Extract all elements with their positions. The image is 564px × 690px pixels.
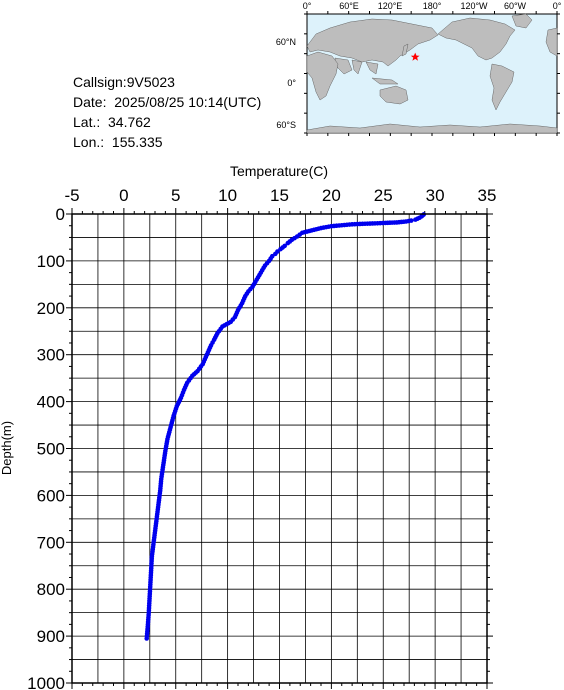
x-tick-label: -5 — [64, 186, 79, 205]
data-point — [285, 240, 291, 246]
data-point — [413, 217, 418, 222]
x-tick-label: 20 — [322, 186, 341, 205]
x-tick-labels: -5 0 5 10 15 20 25 30 35 — [64, 186, 496, 205]
y-tick-label: 600 — [37, 486, 65, 505]
latitude-text: Lat.: 34.762 — [73, 114, 151, 130]
data-series — [144, 212, 427, 641]
chart-title: Temperature(C) — [230, 163, 328, 179]
chart-grid — [71, 213, 488, 684]
callsign-text: Callsign:9V5023 — [73, 74, 175, 90]
longitude-text: Lon.: 155.335 — [73, 134, 163, 150]
y-tick-label: 800 — [37, 580, 65, 599]
y-tick-label: 700 — [37, 533, 65, 552]
x-tick-label: 35 — [478, 186, 497, 205]
plot-frame — [71, 213, 488, 684]
x-tick-label: 15 — [270, 186, 289, 205]
y-tick-label: 1000 — [27, 674, 65, 690]
x-tick-label: 0 — [119, 186, 128, 205]
x-tick-label: 25 — [374, 186, 393, 205]
date-text: Date: 2025/08/25 10:14(UTC) — [73, 94, 262, 110]
x-tick-label: 10 — [218, 186, 237, 205]
y-axis-label: Depth(m) — [0, 421, 14, 475]
y-tick-label: 400 — [37, 393, 65, 412]
y-tick-label: 500 — [37, 440, 65, 459]
x-tick-label: 30 — [426, 186, 445, 205]
y-tick-labels: 0 100 200 300 400 500 600 700 800 900 1000 — [27, 205, 65, 690]
y-tick-label: 200 — [37, 299, 65, 318]
y-tick-label: 0 — [56, 205, 65, 224]
station-info: Callsign:9V5023 Date: 2025/08/25 10:14(U… — [73, 72, 261, 152]
y-tick-label: 300 — [37, 346, 65, 365]
y-tick-label: 100 — [37, 252, 65, 271]
data-point — [144, 636, 149, 641]
x-tick-label: 5 — [171, 186, 180, 205]
y-tick-label: 900 — [37, 627, 65, 646]
